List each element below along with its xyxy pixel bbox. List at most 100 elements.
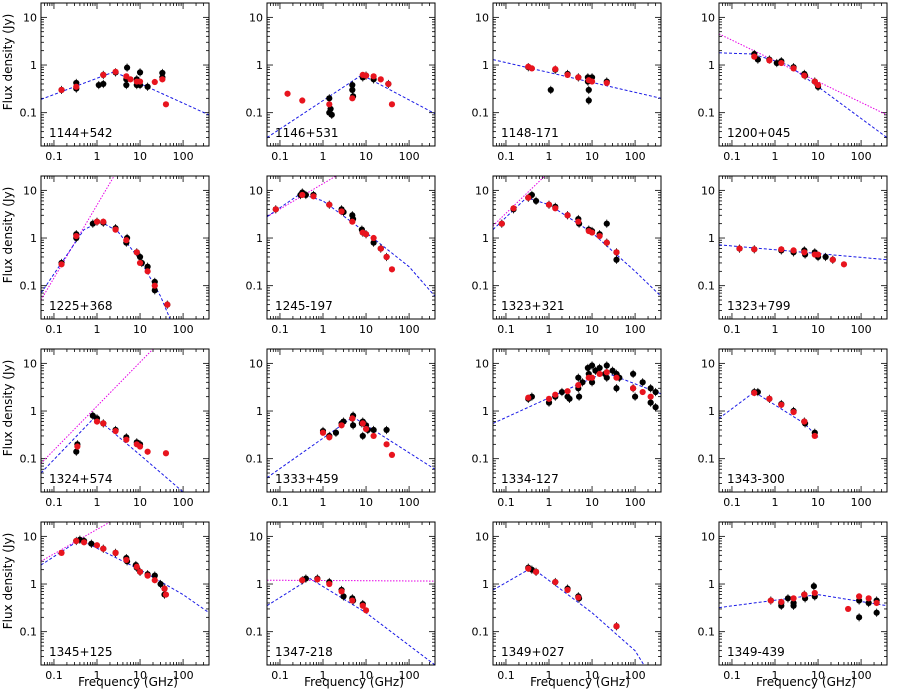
model-point <box>299 97 306 104</box>
model-point <box>338 422 345 429</box>
x-tick-label: 0.1 <box>497 150 515 163</box>
model-point <box>314 576 321 583</box>
y-tick-label: 0.1 <box>698 280 716 293</box>
x-tick-label: 100 <box>173 496 194 509</box>
data-point <box>613 256 620 263</box>
x-tick-label: 1 <box>772 669 779 682</box>
model-point <box>80 539 88 546</box>
model-point <box>564 212 571 219</box>
data-point <box>822 253 829 261</box>
y-tick-label: 0.1 <box>472 453 490 466</box>
x-tick-label: 10 <box>359 669 373 682</box>
model-point <box>136 568 144 575</box>
data-point <box>588 379 596 386</box>
x-tick-label: 100 <box>173 150 194 163</box>
data-point <box>652 388 659 396</box>
model-point <box>370 432 377 440</box>
x-tick-label: 1 <box>320 150 327 163</box>
model-point <box>564 586 571 594</box>
model-point <box>814 81 822 89</box>
model-point <box>873 599 880 607</box>
y-tick-label: 1 <box>482 59 489 72</box>
model-point <box>359 420 366 427</box>
panel: 0.1 1 10 100 0.1 1 10 1146+531 <box>246 2 436 163</box>
panel-title: 1343-300 <box>727 472 785 486</box>
plot-area <box>41 522 209 614</box>
model-point <box>613 249 620 256</box>
panel-title: 1148-171 <box>501 126 559 140</box>
x-tick-label: 10 <box>133 150 147 163</box>
panel-frame <box>266 521 436 666</box>
plot-area <box>493 361 661 424</box>
panel: 0.1 1 10 100 0.1 1 10 1343-300 <box>698 348 888 509</box>
model-point <box>647 393 654 400</box>
x-tick-label: 100 <box>625 150 646 163</box>
model-point <box>164 301 171 308</box>
panel-frame <box>40 521 210 666</box>
x-tick-label: 1 <box>94 150 101 163</box>
model-point <box>159 76 166 83</box>
panel: 0.1 1 10 100 0.1 1 10 1323+321 <box>472 175 662 336</box>
data-point <box>340 593 347 600</box>
y-tick-label: 0.1 <box>20 453 38 466</box>
model-point <box>112 226 119 233</box>
model-point <box>73 232 80 240</box>
y-tick-label: 1 <box>482 578 489 591</box>
model-point <box>639 388 646 396</box>
panel-frame <box>266 348 436 493</box>
panel-frame <box>40 2 210 147</box>
y-tick-label: 10 <box>249 184 263 197</box>
data-point <box>588 362 596 369</box>
x-tick-label: 1 <box>546 150 553 163</box>
x-tick-label: 0.1 <box>271 150 289 163</box>
panel-title: 1349+027 <box>501 645 565 659</box>
model-point <box>144 268 151 275</box>
model-point <box>272 206 279 213</box>
plot-area <box>41 349 184 492</box>
fit-line <box>41 71 209 116</box>
model-point <box>326 434 333 441</box>
x-tick-label: 100 <box>173 669 194 682</box>
x-tick-label: 1 <box>94 323 101 336</box>
model-point <box>93 418 101 425</box>
panel: 0.1 1 10 100 0.1 1 10 1347-218 <box>246 521 436 682</box>
model-point <box>112 549 119 556</box>
data-point <box>575 393 583 400</box>
model-point <box>100 218 107 225</box>
panel-frame <box>718 2 888 147</box>
x-tick-label: 0.1 <box>497 323 515 336</box>
model-point <box>136 78 144 85</box>
y-tick-label: 0.1 <box>698 453 716 466</box>
model-point <box>751 53 758 60</box>
model-point <box>778 401 785 408</box>
x-tick-label: 10 <box>811 496 825 509</box>
model-point <box>801 72 808 79</box>
model-point <box>801 249 808 256</box>
y-tick-label: 1 <box>256 232 263 245</box>
x-tick-label: 0.1 <box>497 669 515 682</box>
model-point <box>510 205 517 212</box>
data-point <box>603 362 610 369</box>
model-point <box>161 585 168 592</box>
y-tick-label: 0.1 <box>246 626 264 639</box>
model-point <box>552 391 559 398</box>
x-tick-label: 10 <box>585 496 599 509</box>
y-tick-label: 10 <box>249 11 263 24</box>
panel: 0.1 1 10 100 0.1 1 10 1148-171 <box>472 2 662 163</box>
model-point <box>801 591 808 598</box>
panel-frame <box>718 348 888 493</box>
y-tick-label: 1 <box>708 232 715 245</box>
model-point <box>326 101 333 108</box>
model-point <box>778 598 785 606</box>
data-point <box>144 263 151 270</box>
x-tick-label: 10 <box>585 150 599 163</box>
panel: 0.1 1 10 100 0.1 1 10 1333+459 <box>246 348 436 509</box>
y-tick-label: 1 <box>30 232 37 245</box>
data-point <box>596 364 603 372</box>
y-axis-label-row2: Flux density (Jy) <box>1 187 15 284</box>
model-point <box>811 589 818 597</box>
y-tick-label: 10 <box>23 184 37 197</box>
panel-title: 1345+125 <box>49 645 113 659</box>
model-point <box>545 395 553 402</box>
model-point <box>736 245 743 252</box>
